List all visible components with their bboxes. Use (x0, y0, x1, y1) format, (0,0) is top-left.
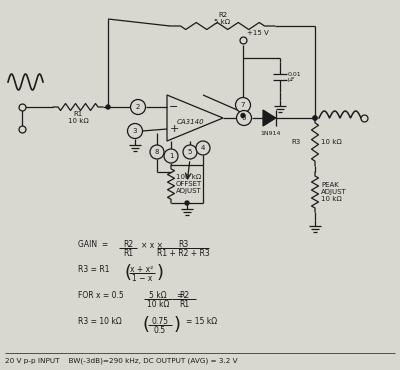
Text: R2: R2 (179, 291, 189, 300)
Circle shape (106, 105, 110, 109)
Text: 20 V p-p INPUT    BW(-3dB)=290 kHz, DC OUTPUT (AVG) = 3.2 V: 20 V p-p INPUT BW(-3dB)=290 kHz, DC OUTP… (5, 358, 238, 364)
Text: (: ( (142, 316, 149, 334)
Text: 6: 6 (242, 115, 246, 121)
Circle shape (236, 98, 250, 112)
Text: 10 kΩ: 10 kΩ (147, 300, 169, 309)
Text: R1
10 kΩ: R1 10 kΩ (68, 111, 88, 124)
Text: ): ) (157, 264, 164, 282)
Text: PEAK
ADJUST
10 kΩ: PEAK ADJUST 10 kΩ (321, 182, 347, 202)
Text: 1N914: 1N914 (261, 131, 281, 136)
Text: 0.01
μF: 0.01 μF (288, 72, 302, 83)
Text: 4: 4 (201, 145, 205, 151)
Text: +15 V: +15 V (247, 30, 269, 36)
Text: R1: R1 (123, 249, 133, 258)
Text: 5 kΩ: 5 kΩ (149, 291, 167, 300)
Text: −: − (169, 102, 179, 112)
Text: 5: 5 (188, 149, 192, 155)
Text: × x ×: × x × (141, 240, 163, 249)
Text: (: ( (124, 264, 131, 282)
Circle shape (130, 100, 146, 114)
Circle shape (196, 141, 210, 155)
Text: 0.5: 0.5 (154, 326, 166, 335)
Circle shape (236, 111, 252, 125)
Circle shape (150, 145, 164, 159)
Text: 3: 3 (133, 128, 137, 134)
Circle shape (164, 149, 178, 163)
Text: R3: R3 (178, 240, 188, 249)
Polygon shape (263, 110, 276, 126)
Text: 100 kΩ
OFFSET
ADJUST: 100 kΩ OFFSET ADJUST (176, 174, 202, 194)
Text: GAIN  =: GAIN = (78, 240, 108, 249)
Text: R2
5 kΩ: R2 5 kΩ (214, 11, 230, 24)
Text: 1: 1 (169, 153, 173, 159)
Circle shape (128, 124, 142, 138)
Circle shape (313, 116, 317, 120)
Text: =: = (176, 292, 182, 300)
Text: 8: 8 (155, 149, 159, 155)
Text: R3 = R1: R3 = R1 (78, 265, 110, 274)
Text: 2: 2 (136, 104, 140, 110)
Text: R3 = 10 kΩ: R3 = 10 kΩ (78, 317, 122, 326)
Text: 0.75: 0.75 (152, 317, 168, 326)
Text: 1 − x: 1 − x (132, 274, 152, 283)
Circle shape (313, 116, 317, 120)
Text: R2: R2 (123, 240, 133, 249)
Text: x + x²: x + x² (130, 265, 154, 274)
Circle shape (241, 114, 245, 118)
Text: = 15 kΩ: = 15 kΩ (186, 317, 217, 326)
Text: R3: R3 (292, 139, 301, 145)
Text: CA3140: CA3140 (177, 119, 205, 125)
Circle shape (183, 145, 197, 159)
Circle shape (185, 201, 189, 205)
Text: 7: 7 (241, 102, 245, 108)
Text: R1 + R2 + R3: R1 + R2 + R3 (157, 249, 209, 258)
Text: +: + (169, 124, 179, 134)
Text: FOR x = 0.5: FOR x = 0.5 (78, 291, 124, 300)
Text: ): ) (174, 316, 181, 334)
Text: 10 kΩ: 10 kΩ (321, 139, 342, 145)
Text: R1: R1 (179, 300, 189, 309)
